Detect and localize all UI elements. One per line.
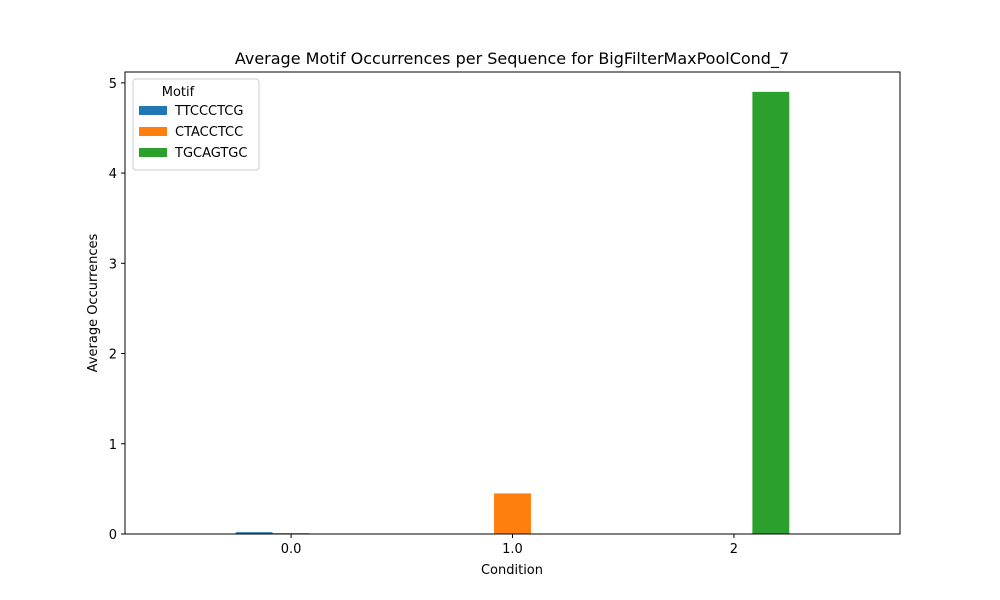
y-axis-label: Average Occurrences (86, 233, 101, 372)
y-tick-label: 1 (109, 438, 117, 453)
y-tick-label: 2 (109, 348, 117, 363)
legend-title: Motif (162, 85, 195, 100)
legend: Motif TTCCCTCG CTACCTCC TGCAGTGC (132, 78, 260, 171)
y-tick-label: 4 (109, 167, 117, 182)
legend-entry-ctacctcc: CTACCTCC (175, 125, 243, 140)
chart-title: Average Motif Occurrences per Sequence f… (235, 49, 789, 69)
y-tick-label: 0 (109, 528, 117, 543)
x-axis-label: Condition (481, 563, 543, 578)
legend-swatch-ttccctcg (139, 106, 167, 115)
legend-swatch-tgcagtgc (139, 148, 167, 157)
bar-ttccctcg-0 (235, 532, 273, 534)
bars (235, 91, 790, 534)
legend-box (132, 78, 260, 171)
x-tick-label: 2 (730, 542, 738, 557)
bar-ctacctcc-1 (494, 493, 531, 534)
x-tick-label: 0.0 (281, 542, 302, 557)
legend-entry-tgcagtgc: TGCAGTGC (174, 146, 247, 161)
y-tick-label: 3 (109, 257, 117, 272)
bar-tgcagtgc-2 (752, 91, 790, 534)
legend-entry-ttccctcg: TTCCCTCG (174, 104, 243, 119)
x-tick-label: 1.0 (502, 542, 523, 557)
x-axis-ticks: 0.0 1.0 2 (281, 534, 738, 557)
legend-swatch-ctacctcc (139, 127, 167, 136)
y-tick-label: 5 (109, 77, 117, 92)
y-axis-ticks: 0 1 2 3 4 5 (109, 77, 125, 543)
